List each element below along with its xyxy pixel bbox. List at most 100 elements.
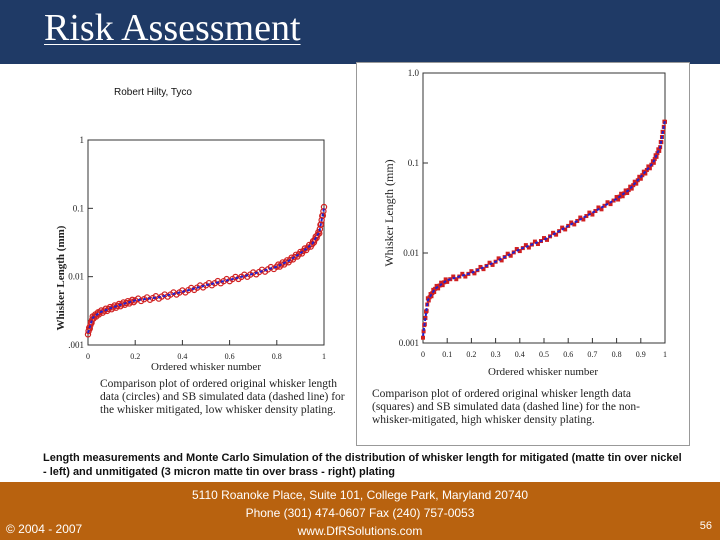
right-xtick-label: 0.5 <box>539 350 549 359</box>
right-data-point <box>652 157 657 162</box>
left-data-point <box>297 248 304 256</box>
right-data-point <box>443 277 448 282</box>
page-title: Risk Assessment <box>44 7 301 49</box>
left-data-point <box>311 236 319 243</box>
right-data-point <box>460 271 465 276</box>
right-data-point <box>440 283 445 288</box>
left-whisker-chart: 1 0.1 0.01 .001 0 0.2 0.4 0.6 0.8 1 Whisker Leng… <box>36 118 356 418</box>
right-xtick-label: 0.8 <box>612 350 622 359</box>
right-data-point <box>481 267 486 272</box>
right-data-point <box>608 202 613 207</box>
right-data-point <box>619 191 624 196</box>
right-data-point <box>469 269 474 274</box>
right-chart-svg: 1.0 0.1 0.01 0.001 0 0.1 0.2 0.3 0.4 0.5 0.6 0.7 0.… <box>382 68 667 378</box>
right-data-point <box>572 222 577 227</box>
right-data-point <box>434 283 439 288</box>
right-data-point <box>421 335 425 340</box>
right-data-point <box>629 186 634 191</box>
right-data-point <box>517 249 522 254</box>
left-ytick-label: 1 <box>80 135 85 145</box>
left-xtick-label: 1 <box>322 352 326 361</box>
right-plot-frame <box>422 72 666 344</box>
right-xtick-label: 0.2 <box>466 350 476 359</box>
right-data-point <box>454 277 459 282</box>
right-data-point <box>599 207 604 212</box>
right-data-point <box>647 166 652 171</box>
address-line-1: 5110 Roanoke Place, Suite 101, College P… <box>192 488 528 502</box>
right-data-point <box>584 214 589 219</box>
website-link[interactable]: www.DfRSolutions.com <box>297 524 423 538</box>
right-data-point <box>423 315 428 320</box>
right-data-point <box>508 253 513 258</box>
left-chart-svg: 1 0.1 0.01 .001 0 0.2 0.4 0.6 0.8 1 Whisker Leng… <box>55 135 328 373</box>
right-data-point <box>451 274 456 279</box>
right-data-point <box>551 230 556 235</box>
right-data-point <box>436 286 441 291</box>
right-data-point <box>587 210 592 215</box>
right-data-point <box>560 225 565 230</box>
right-data-point <box>651 160 656 165</box>
right-chart-caption: Comparison plot of ordered original whis… <box>372 388 640 426</box>
right-data-point <box>472 271 477 276</box>
right-data-point <box>478 264 483 269</box>
page-number: 56 <box>699 520 712 532</box>
right-data-point <box>445 279 450 284</box>
right-xtick-label: 0.7 <box>587 350 597 359</box>
left-xtick-label: 0.4 <box>177 352 187 361</box>
right-x-axis-label: Ordered whisker number <box>488 366 598 378</box>
author-credit: Robert Hilty, Tyco <box>114 87 192 98</box>
right-data-point <box>616 197 621 202</box>
right-data-point <box>623 188 628 193</box>
right-data-point <box>542 236 546 241</box>
right-xtick-label: 0.1 <box>442 350 452 359</box>
right-data-point <box>602 203 607 208</box>
left-xtick-label: 0 <box>86 352 90 361</box>
right-data-point <box>490 262 495 267</box>
right-data-point <box>643 171 648 176</box>
right-data-point <box>578 215 583 220</box>
right-data-point <box>463 274 468 279</box>
left-xtick-label: 0.6 <box>225 352 235 361</box>
right-data-point <box>563 227 568 232</box>
right-data-point <box>545 237 550 242</box>
right-data-point <box>505 251 510 256</box>
right-data-point <box>634 181 639 186</box>
left-ytick-label: 0.01 <box>68 272 84 282</box>
right-y-axis-label: Whisker Length (mm) <box>382 159 396 266</box>
right-data-point <box>614 195 619 200</box>
right-data-point <box>596 205 601 210</box>
right-ytick-label: 0.01 <box>403 248 419 258</box>
company-address: 5110 Roanoke Place, Suite 101, College P… <box>170 486 550 540</box>
right-xtick-label: 0.3 <box>491 350 501 359</box>
right-xtick-label: 0 <box>421 350 425 359</box>
right-whisker-chart: 1.0 0.1 0.01 0.001 0 0.1 0.2 0.3 0.4 0.5 0.6 0.7 0.… <box>356 62 690 446</box>
right-data-point <box>593 209 598 214</box>
right-data-point <box>581 217 586 222</box>
right-data-point <box>625 190 630 195</box>
right-data-point <box>631 183 636 188</box>
left-data-point <box>313 234 320 242</box>
left-data-point <box>310 239 318 246</box>
right-data-point <box>640 173 645 178</box>
header-bar: Risk Assessment <box>0 0 720 64</box>
right-data-point <box>644 167 649 172</box>
footer-bar: © 2004 - 2007 5110 Roanoke Place, Suite … <box>0 482 720 540</box>
left-x-axis-label: Ordered whisker number <box>151 361 261 373</box>
right-data-point <box>439 280 444 285</box>
right-data-point <box>523 243 528 248</box>
right-data-point <box>554 232 559 237</box>
right-xtick-label: 0.9 <box>636 350 646 359</box>
right-ytick-label: 0.1 <box>408 158 419 168</box>
left-xtick-label: 0.2 <box>130 352 140 361</box>
right-simulated-line <box>422 119 666 337</box>
right-data-point <box>499 258 504 263</box>
right-data-point <box>590 212 595 217</box>
left-xtick-label: 0.8 <box>272 352 282 361</box>
right-data-point <box>526 245 531 250</box>
right-xtick-label: 0.6 <box>563 350 573 359</box>
slide-body-text: Length measurements and Monte Carlo Simu… <box>43 452 682 478</box>
right-xtick-label: 0.4 <box>515 350 525 359</box>
right-xtick-label: 1 <box>663 350 667 359</box>
copyright-text: © 2004 - 2007 <box>6 522 83 536</box>
left-data-point <box>309 240 316 248</box>
